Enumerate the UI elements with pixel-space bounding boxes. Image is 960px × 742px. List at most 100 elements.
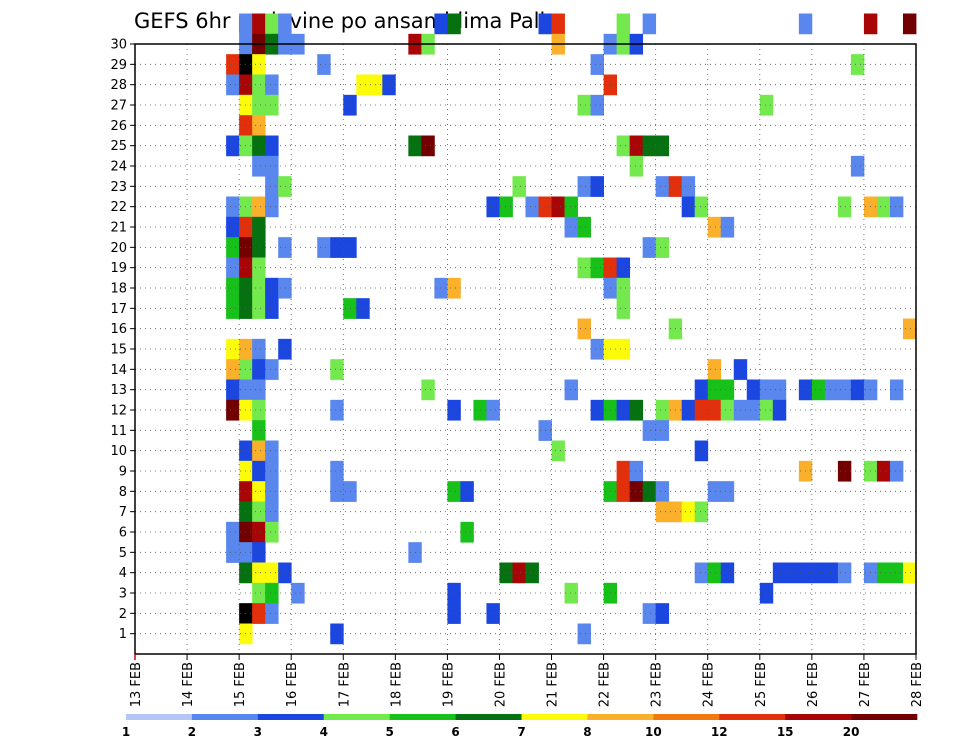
heatmap-cell	[330, 481, 344, 502]
heatmap-cell	[447, 399, 461, 421]
heatmap-cell	[694, 379, 709, 401]
heatmap-cell	[460, 521, 474, 543]
heatmap-cell	[278, 338, 292, 360]
heatmap-cell	[707, 379, 722, 401]
chart-title: GEFS 6hr padavine po ansamblima Palic	[134, 9, 557, 33]
heatmap-cell	[486, 196, 500, 218]
heatmap-cell	[317, 54, 331, 75]
heatmap-cell	[694, 196, 709, 218]
heatmap-cell	[252, 460, 266, 482]
heatmap-cell	[772, 399, 787, 421]
heatmap-cell	[226, 135, 240, 157]
legend-label: 3	[254, 725, 262, 739]
heatmap-cell	[577, 318, 591, 340]
heatmap-cell	[616, 13, 631, 35]
heatmap-cell	[265, 501, 279, 523]
y-tick-label: 15	[110, 343, 127, 358]
heatmap-cell	[252, 155, 266, 177]
heatmap-cell	[577, 176, 591, 197]
heatmap-cell	[720, 399, 735, 421]
heatmap-cell	[616, 257, 631, 279]
legend-label: 5	[385, 725, 393, 739]
heatmap-cell	[642, 135, 657, 157]
legend-label: 2	[188, 725, 196, 739]
heatmap-cell	[720, 481, 735, 502]
x-tick-label: 20 FEB	[493, 662, 508, 707]
heatmap-cell	[577, 94, 591, 116]
legend-swatch	[126, 714, 193, 720]
x-tick-label: 26 FEB	[806, 662, 821, 707]
heatmap-cell	[265, 582, 279, 604]
heatmap-cell	[226, 379, 240, 401]
heatmap-cell	[850, 54, 865, 75]
heatmap-cell	[278, 237, 292, 258]
heatmap-cell	[759, 94, 774, 116]
y-tick-label: 5	[119, 546, 127, 561]
heatmap-cell	[252, 135, 266, 157]
heatmap-cell	[278, 176, 292, 197]
heatmap-cell	[330, 623, 344, 645]
heatmap-cell	[226, 277, 240, 299]
heatmap-cell	[252, 216, 266, 238]
heatmap-cell	[252, 298, 266, 319]
heatmap-cell	[356, 74, 370, 96]
heatmap-cell	[655, 135, 670, 157]
heatmap-cell	[239, 13, 253, 35]
legend-label: 12	[711, 725, 728, 739]
heatmap-cell	[707, 216, 722, 238]
heatmap-cell	[759, 582, 774, 604]
y-tick-label: 16	[110, 322, 127, 337]
heatmap-cell	[421, 135, 435, 157]
heatmap-cell	[434, 13, 448, 35]
legend-swatch	[455, 714, 522, 720]
heatmap-cell	[265, 481, 279, 502]
heatmap-cell	[278, 562, 292, 584]
legend-label: 6	[451, 725, 459, 739]
heatmap-cell	[616, 481, 631, 502]
heatmap-cell	[824, 379, 839, 401]
y-tick-label: 22	[110, 200, 127, 215]
heatmap-cell	[512, 562, 526, 584]
heatmap-cell	[486, 603, 500, 624]
heatmap-cell	[837, 379, 852, 401]
heatmap-cell	[863, 13, 878, 35]
heatmap-cell	[525, 562, 539, 584]
heatmap-cell	[265, 176, 279, 197]
heatmap-cell	[876, 562, 891, 584]
heatmap-cell	[642, 603, 657, 624]
heatmap-cell	[707, 481, 722, 502]
heatmap-cell	[486, 399, 500, 421]
x-tick-label: 28 FEB	[910, 662, 925, 707]
heatmap-cell	[798, 13, 813, 35]
heatmap-cell	[681, 501, 696, 523]
heatmap-cell	[759, 399, 774, 421]
heatmap-cell	[499, 562, 513, 584]
heatmap-cell	[720, 562, 735, 584]
x-tick-label: 23 FEB	[650, 662, 665, 707]
heatmap-cell	[447, 603, 461, 624]
x-tick-label: 14 FEB	[181, 662, 196, 707]
heatmap-cell	[252, 501, 266, 523]
heatmap-cell	[226, 54, 240, 75]
heatmap-cell	[252, 379, 266, 401]
heatmap-cell	[265, 298, 279, 319]
heatmap-cell	[278, 277, 292, 299]
heatmap-cell	[642, 420, 657, 441]
heatmap-cell	[629, 399, 644, 421]
x-tick-label: 15 FEB	[233, 662, 248, 707]
heatmap-cell	[837, 196, 852, 218]
heatmap-cell	[226, 521, 240, 543]
heatmap-cell	[694, 501, 709, 523]
heatmap-cell	[252, 420, 266, 441]
heatmap-cell	[226, 216, 240, 238]
heatmap-cell	[252, 481, 266, 502]
heatmap-cell	[642, 13, 657, 35]
heatmap-cell	[694, 440, 709, 462]
legend-swatch	[191, 714, 259, 720]
heatmap-cell	[902, 13, 917, 35]
heatmap-cell	[382, 74, 396, 96]
heatmap-cell	[655, 237, 670, 258]
y-tick-label: 18	[110, 282, 127, 297]
y-tick-label: 11	[110, 424, 127, 439]
x-tick-label: 27 FEB	[858, 662, 873, 707]
